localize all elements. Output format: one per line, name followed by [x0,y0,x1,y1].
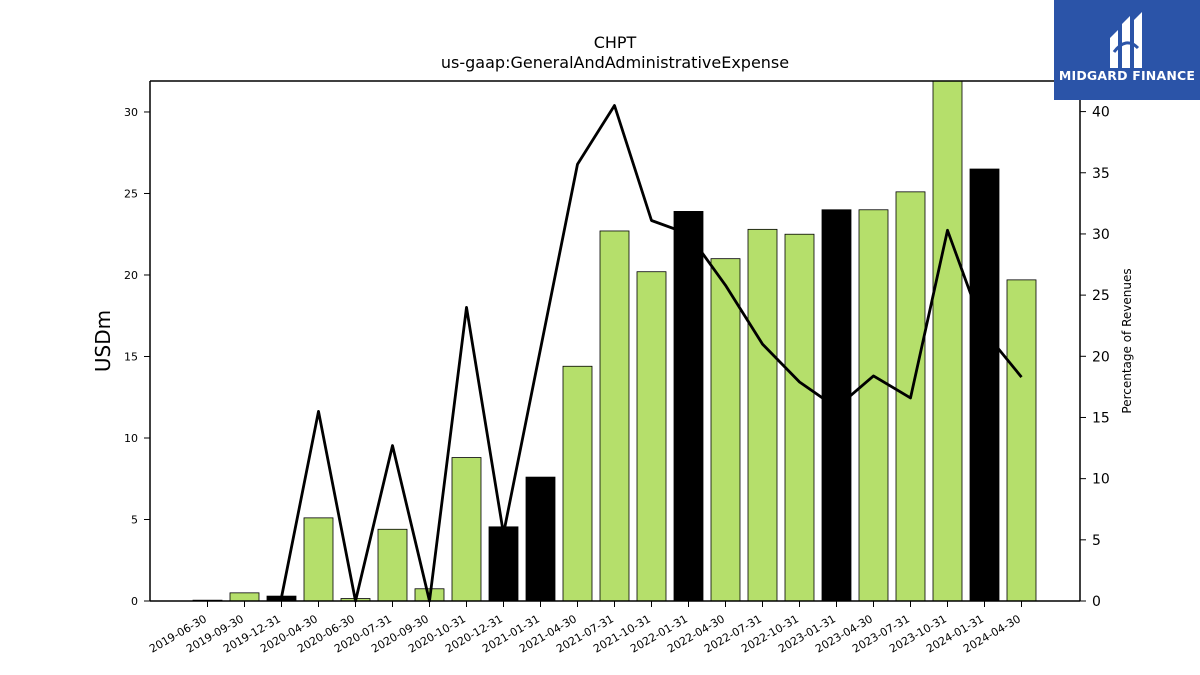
y-tick-label: 25 [124,187,138,200]
y-axis-label: USDm [91,310,115,372]
chart-labels: CHPTus-gaap:GeneralAndAdministrativeExpe… [91,33,1134,414]
y2-tick-label: 0 [1092,594,1101,610]
bar [451,457,482,602]
y2-tick-label: 40 [1092,105,1110,121]
bar [784,233,815,602]
y2-tick-label: 30 [1092,227,1110,243]
bar [747,228,778,602]
bar [525,476,556,602]
y-tick-label: 15 [124,350,138,363]
y2-tick-label: 15 [1092,410,1110,426]
bar [229,592,260,602]
y-tick-label: 30 [124,106,138,119]
bar [488,526,519,602]
bar [858,209,889,602]
logo-text: MIDGARD FINANCE [1058,68,1196,83]
line-path [280,104,1023,603]
y-tick-label: 20 [124,269,138,282]
line-series [280,104,1023,603]
y2-tick-label: 10 [1092,472,1110,488]
bar [932,80,963,602]
bar [377,528,408,602]
bar [599,230,630,602]
y2-tick-label: 25 [1092,288,1110,304]
midgard-logo-icon [1110,12,1142,68]
bar [636,271,667,602]
chart-title: CHPT [594,33,637,52]
y-tick-label: 5 [131,513,138,526]
bar-series [192,80,1037,602]
y2-tick-label: 5 [1092,533,1101,549]
bar [1006,279,1037,602]
bar [562,365,593,602]
brand-logo: MIDGARD FINANCE [1054,0,1200,100]
bar [710,258,741,602]
y2-axis-label: Percentage of Revenues [1120,268,1134,413]
y-tick-label: 0 [131,595,138,608]
bar [673,211,704,602]
y-tick-label: 10 [124,432,138,445]
y2-tick-label: 35 [1092,166,1110,182]
bar [303,517,334,602]
chart-subtitle: us-gaap:GeneralAndAdministrativeExpense [441,53,789,72]
y2-tick-label: 20 [1092,349,1110,365]
bar [821,209,852,602]
bar [969,168,1000,602]
